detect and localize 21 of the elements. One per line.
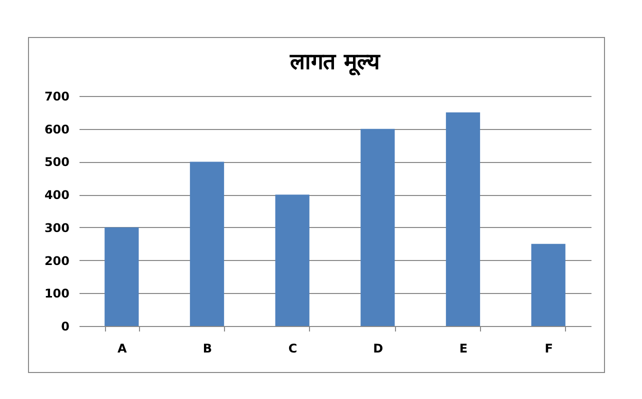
- x-tick-label: E: [459, 342, 468, 356]
- y-tick-label: 600: [44, 122, 70, 136]
- bar: [360, 128, 395, 326]
- x-tick-label: C: [288, 342, 298, 356]
- x-tick-label: D: [373, 342, 384, 356]
- x-tick-label: B: [202, 342, 212, 356]
- y-tick-label: 500: [44, 155, 70, 170]
- y-tick-label: 400: [44, 188, 70, 202]
- x-tick-label: A: [118, 342, 128, 356]
- y-tick-label: 700: [44, 90, 70, 104]
- x-tick-label: F: [544, 342, 553, 356]
- bar: [190, 162, 224, 326]
- y-tick-label: 200: [44, 254, 70, 268]
- bar: [531, 244, 566, 326]
- y-tick-label: 0: [61, 320, 70, 334]
- bar: [104, 227, 139, 326]
- chart-title: लागत मूल्य: [289, 50, 381, 76]
- y-tick-label: 100: [44, 286, 70, 301]
- bar: [446, 112, 480, 326]
- bar: [275, 194, 310, 326]
- y-tick-label: 300: [44, 220, 70, 235]
